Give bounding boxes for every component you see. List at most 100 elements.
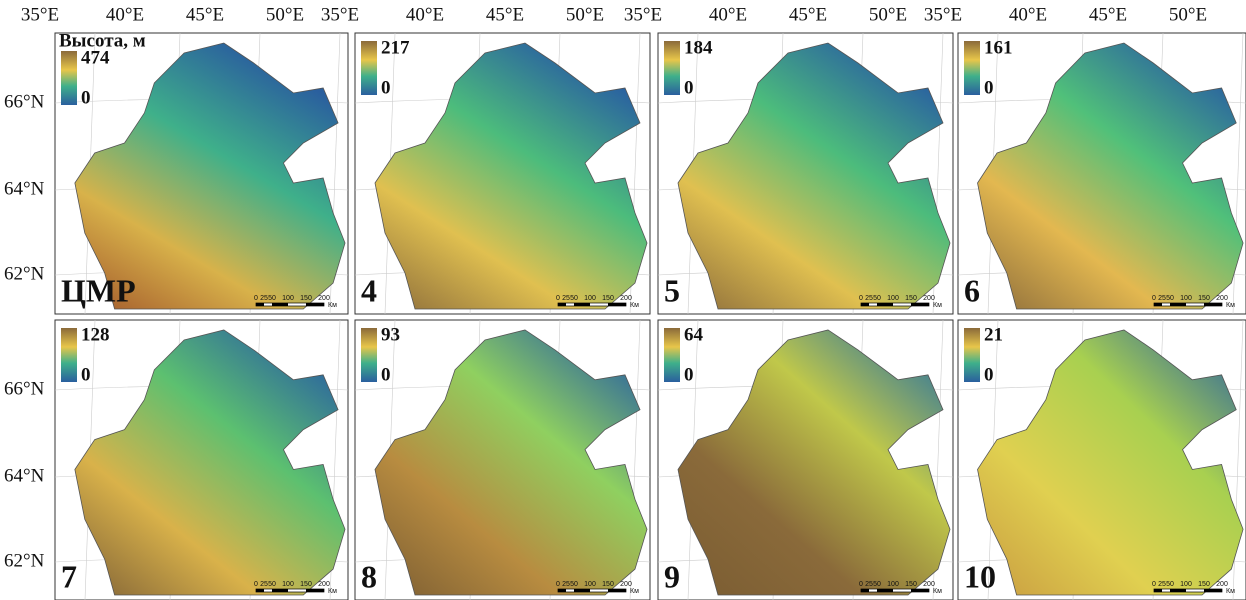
legend-colorbar (664, 41, 680, 95)
longitude-label: 50°E (266, 4, 304, 25)
scale-tick: 100 (887, 295, 899, 302)
longitude-label: 35°E (321, 4, 359, 25)
legend-max: 128 (81, 324, 110, 345)
scale-tick: 25 (1158, 581, 1166, 588)
scale-unit: Км (328, 302, 337, 309)
scale-bar-segment (272, 303, 288, 306)
latitude-label: 62°N (4, 550, 45, 571)
scale-bar-segment (272, 589, 288, 592)
longitude-label: 45°E (1089, 4, 1127, 25)
legend-min: 0 (684, 77, 694, 98)
latitude-label: 66°N (4, 378, 45, 399)
scale-bar-segment (608, 589, 626, 592)
scale-tick: 150 (905, 295, 917, 302)
scale-tick: 25 (562, 295, 570, 302)
scale-bar-segment (861, 589, 869, 592)
longitude-label: 50°E (869, 4, 907, 25)
scale-tick: 0 (1152, 581, 1156, 588)
legend-max: 161 (984, 37, 1013, 58)
longitude-label: 40°E (106, 4, 144, 25)
panel-label: 4 (361, 272, 377, 308)
scale-tick: 150 (300, 295, 312, 302)
scale-tick: 25 (562, 581, 570, 588)
scale-tick: 25 (865, 581, 873, 588)
legend-min: 0 (381, 364, 391, 385)
scale-unit: Км (630, 302, 639, 309)
latitude-label: 66°N (4, 91, 45, 112)
legend-colorbar (664, 328, 680, 382)
scale-unit: Км (933, 588, 942, 595)
panel-label: 8 (361, 558, 377, 594)
scale-tick: 50 (873, 295, 881, 302)
map-panel: 1610602550100150200Км (958, 33, 1246, 314)
longitude-label: 45°E (186, 4, 224, 25)
legend-max: 64 (684, 324, 704, 345)
panel-label: ЦМР (61, 272, 136, 308)
map-panel: 1280702550100150200Км (55, 320, 348, 600)
latitude-label: 64°N (4, 178, 45, 199)
legend-colorbar (61, 51, 77, 105)
scale-tick: 50 (570, 581, 578, 588)
scale-bar-segment (1154, 589, 1162, 592)
scale-tick: 200 (318, 295, 330, 302)
longitude-label: 50°E (566, 4, 604, 25)
scale-bar-segment (1170, 589, 1186, 592)
scale-tick: 0 (859, 295, 863, 302)
scale-tick: 100 (1180, 581, 1192, 588)
scale-tick: 150 (905, 581, 917, 588)
legend-max: 474 (81, 47, 110, 68)
scale-tick: 100 (584, 581, 596, 588)
longitude-label: 40°E (406, 4, 444, 25)
longitude-label: 35°E (924, 4, 962, 25)
legend-colorbar (964, 328, 980, 382)
scale-unit: Км (328, 588, 337, 595)
scale-tick: 0 (254, 295, 258, 302)
scale-tick: 200 (318, 581, 330, 588)
legend-min: 0 (984, 364, 994, 385)
scale-bar-segment (558, 589, 566, 592)
longitude-label: 50°E (1169, 4, 1207, 25)
scale-bar-segment (877, 303, 893, 306)
scale-tick: 25 (1158, 295, 1166, 302)
scale-tick: 150 (602, 581, 614, 588)
scale-tick: 150 (300, 581, 312, 588)
scale-bar-segment (1170, 303, 1186, 306)
scale-tick: 0 (859, 581, 863, 588)
scale-bar-segment (911, 589, 929, 592)
scale-bar-segment (574, 303, 590, 306)
legend-colorbar (361, 41, 377, 95)
legend-min: 0 (684, 364, 694, 385)
scale-tick: 50 (268, 295, 276, 302)
scale-tick: 50 (1166, 581, 1174, 588)
scale-bar-segment (256, 303, 264, 306)
scale-tick: 150 (1198, 581, 1210, 588)
legend-colorbar (61, 328, 77, 382)
longitude-label: 35°E (21, 4, 59, 25)
legend-min: 0 (81, 87, 91, 108)
latitude-label: 64°N (4, 465, 45, 486)
panel-label: 7 (61, 558, 77, 594)
scale-unit: Км (933, 302, 942, 309)
scale-bar-segment (877, 589, 893, 592)
panel-label: 6 (964, 272, 980, 308)
scale-bar-segment (574, 589, 590, 592)
scale-tick: 0 (556, 581, 560, 588)
scale-tick: 100 (584, 295, 596, 302)
legend-max: 93 (381, 324, 400, 345)
scale-tick: 200 (620, 295, 632, 302)
legend-min: 0 (81, 364, 91, 385)
map-panel: 2170402550100150200Км (355, 33, 650, 314)
scale-unit: Км (1226, 588, 1235, 595)
scale-tick: 0 (556, 295, 560, 302)
legend-min: 0 (984, 77, 994, 98)
scale-unit: Км (630, 588, 639, 595)
legend-max: 21 (984, 324, 1003, 345)
scale-tick: 50 (1166, 295, 1174, 302)
longitude-label: 40°E (1009, 4, 1047, 25)
legend-max: 184 (684, 37, 713, 58)
longitude-label: 35°E (624, 4, 662, 25)
